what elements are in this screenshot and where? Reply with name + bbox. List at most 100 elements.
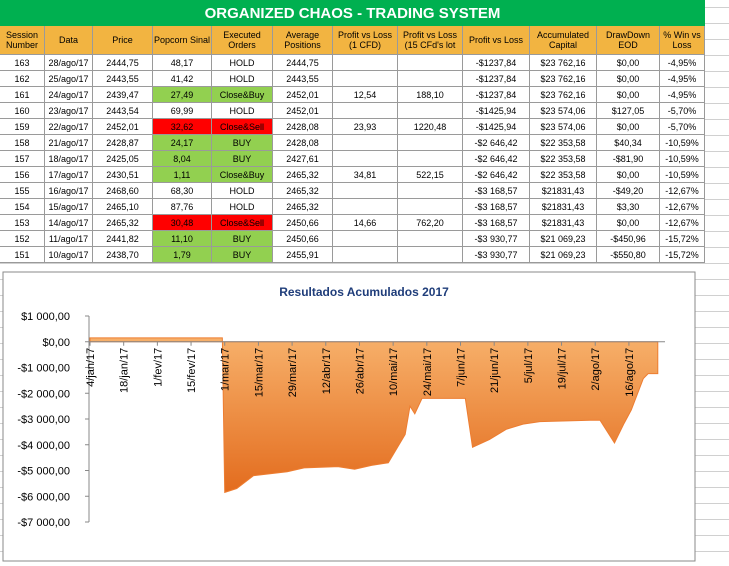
x-tick-label: 19/jul/17 (557, 348, 569, 390)
table-cell: 27,49 (153, 87, 212, 103)
table-cell: 23/ago/17 (45, 103, 93, 119)
column-header: DrawDown EOD (597, 26, 660, 55)
table-cell: 161 (0, 87, 45, 103)
table-cell: 2441,82 (93, 231, 153, 247)
table-cell: 153 (0, 215, 45, 231)
table-cell: 87,76 (153, 199, 212, 215)
table-cell: 68,30 (153, 183, 212, 199)
x-tick-label: 24/mai/17 (422, 348, 434, 396)
table-cell: $0,00 (597, 215, 660, 231)
table-cell: 2452,01 (273, 87, 333, 103)
table-cell: -$1425,94 (463, 119, 530, 135)
table-cell: -15,72% (660, 247, 705, 263)
table-cell: $0,00 (597, 87, 660, 103)
column-header: Popcorn Sinal (153, 26, 212, 55)
x-tick-label: 4/jan/17 (85, 348, 97, 387)
table-cell: Close&Sell (212, 215, 273, 231)
x-tick-label: 15/mar/17 (253, 348, 265, 398)
table-cell: -$2 646,42 (463, 151, 530, 167)
table-cell: -$3 168,57 (463, 199, 530, 215)
table-cell: $0,00 (597, 55, 660, 71)
table-cell: 2452,01 (93, 119, 153, 135)
table-cell: 25/ago/17 (45, 71, 93, 87)
column-header: % Win vs Loss (660, 26, 705, 55)
table-cell (333, 199, 398, 215)
table-cell: 41,42 (153, 71, 212, 87)
x-tick-label: 18/jan/17 (119, 348, 131, 393)
table-cell: 163 (0, 55, 45, 71)
table-cell: $23 762,16 (530, 71, 597, 87)
table-cell: -$550,80 (597, 247, 660, 263)
table-cell: $23 762,16 (530, 55, 597, 71)
table-cell (333, 231, 398, 247)
table-cell: 762,20 (398, 215, 463, 231)
y-tick-label: -$3 000,00 (17, 414, 70, 426)
table-cell: $40,34 (597, 135, 660, 151)
table-cell: 2452,01 (273, 103, 333, 119)
table-cell: $3,30 (597, 199, 660, 215)
table-cell: 2444,75 (273, 55, 333, 71)
table-cell: 2465,10 (93, 199, 153, 215)
table-cell: 2428,08 (273, 119, 333, 135)
chart-title: Resultados Acumulados 2017 (279, 285, 449, 299)
table-cell: 159 (0, 119, 45, 135)
table-cell: $21 069,23 (530, 231, 597, 247)
table-cell: 2443,54 (93, 103, 153, 119)
table-cell: Close&Sell (212, 119, 273, 135)
table-cell: 24/ago/17 (45, 87, 93, 103)
table-cell: 2468,60 (93, 183, 153, 199)
table-cell: 160 (0, 103, 45, 119)
x-tick-label: 7/jun/17 (456, 348, 468, 387)
table-cell: -5,70% (660, 103, 705, 119)
table-cell: -10,59% (660, 151, 705, 167)
table-cell (398, 55, 463, 71)
table-cell: -$81,90 (597, 151, 660, 167)
y-tick-label: -$5 000,00 (17, 466, 70, 478)
table-cell: BUY (212, 135, 273, 151)
table-cell (333, 135, 398, 151)
table-cell: 2455,91 (273, 247, 333, 263)
table-cell: 2428,08 (273, 135, 333, 151)
table-cell: -$3 168,57 (463, 215, 530, 231)
table-cell (398, 135, 463, 151)
table-cell: BUY (212, 151, 273, 167)
table-cell: 2428,87 (93, 135, 153, 151)
x-tick-label: 29/mar/17 (287, 348, 299, 398)
table-cell: -12,67% (660, 215, 705, 231)
column-header: Data (45, 26, 93, 55)
table-cell: 2443,55 (273, 71, 333, 87)
table-cell: 18/ago/17 (45, 151, 93, 167)
column-header: Session Number (0, 26, 45, 55)
table-cell: 2439,47 (93, 87, 153, 103)
table-cell: 188,10 (398, 87, 463, 103)
table-cell: 157 (0, 151, 45, 167)
table-cell: HOLD (212, 55, 273, 71)
table-cell: -$450,96 (597, 231, 660, 247)
table-cell: 10/ago/17 (45, 247, 93, 263)
table-cell: BUY (212, 231, 273, 247)
table-cell: $21 069,23 (530, 247, 597, 263)
table-cell: 23,93 (333, 119, 398, 135)
table-cell: -$3 930,77 (463, 231, 530, 247)
table-cell: 2425,05 (93, 151, 153, 167)
x-tick-label: 12/abr/17 (321, 348, 333, 394)
y-tick-label: -$2 000,00 (17, 388, 70, 400)
column-header: Executed Orders (212, 26, 273, 55)
table-cell (398, 103, 463, 119)
table-cell: $22 353,58 (530, 135, 597, 151)
table-cell: Close&Buy (212, 167, 273, 183)
table-cell: 158 (0, 135, 45, 151)
x-tick-label: 1/mar/17 (220, 348, 232, 391)
table-cell: 2465,32 (273, 199, 333, 215)
table-cell: -$1237,84 (463, 71, 530, 87)
table-cell: $23 762,16 (530, 87, 597, 103)
table-cell: 28/ago/17 (45, 55, 93, 71)
table-cell: 32,62 (153, 119, 212, 135)
table-cell: 151 (0, 247, 45, 263)
x-tick-label: 1/fev/17 (152, 348, 164, 387)
table-cell: 2450,66 (273, 215, 333, 231)
column-header: Price (93, 26, 153, 55)
table-cell: HOLD (212, 103, 273, 119)
table-cell: $22 353,58 (530, 167, 597, 183)
